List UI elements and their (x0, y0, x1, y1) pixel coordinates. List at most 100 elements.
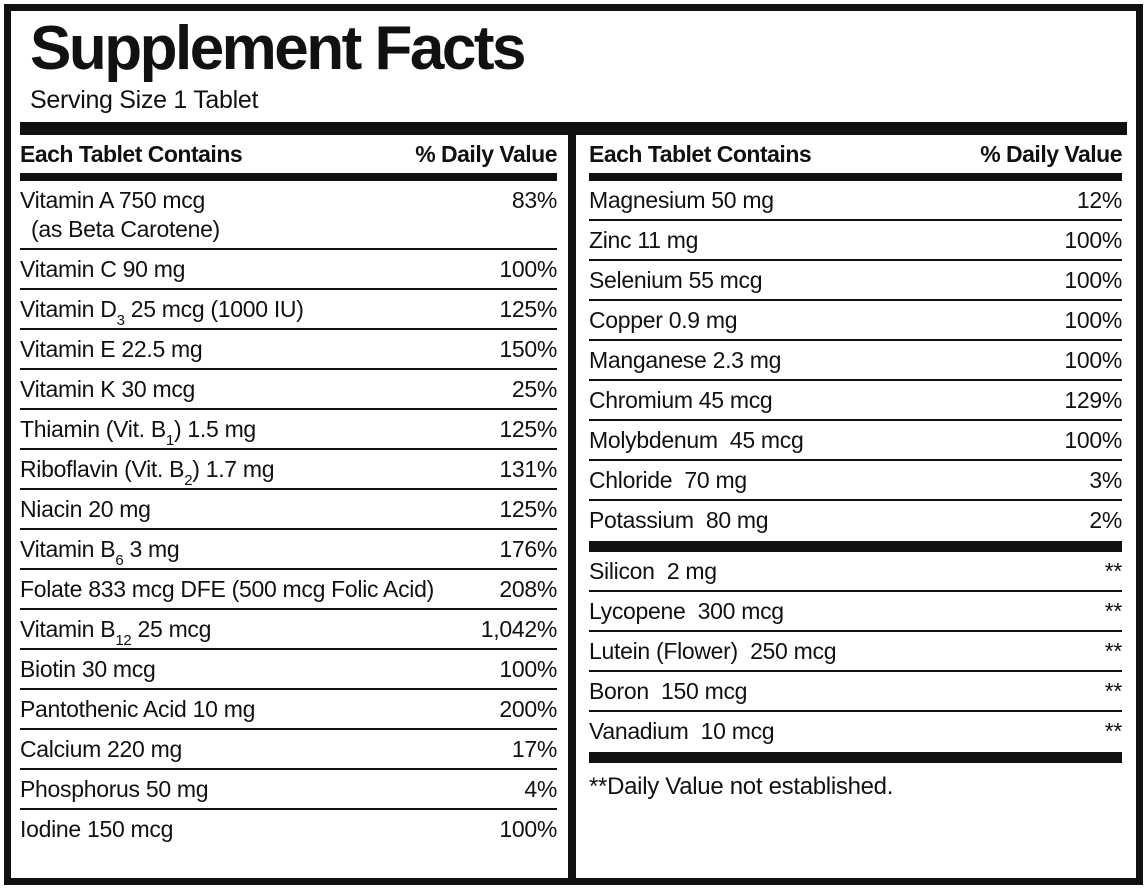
nutrient-name: Vitamin E 22.5 mg (20, 336, 203, 362)
daily-value: 12% (1076, 187, 1122, 213)
table-row: Riboflavin (Vit. B2) 1.7 mg 131% (20, 450, 557, 490)
daily-value: 83% (511, 187, 557, 213)
daily-value: ** (1104, 718, 1123, 744)
table-row: Lycopene 300 mcg ** (589, 592, 1122, 632)
column-header-bar (589, 173, 1122, 181)
daily-value: 4% (524, 776, 557, 802)
nutrient-name: Molybdenum 45 mcg (589, 427, 804, 453)
table-row: Copper 0.9 mg 100% (589, 301, 1122, 341)
table-row: Potassium 80 mg 2% (589, 501, 1122, 541)
nutrient-name: Boron 150 mcg (589, 678, 748, 704)
daily-value: 17% (511, 736, 557, 762)
daily-value: 129% (1064, 387, 1122, 413)
section-divider-bar (589, 541, 1122, 552)
table-row: Phosphorus 50 mg 4% (20, 770, 557, 810)
facts-columns: Each Tablet Contains % Daily Value Vitam… (20, 135, 1127, 878)
contains-header: Each Tablet Contains (589, 141, 812, 167)
nutrient-name: Vitamin D3 25 mcg (1000 IU) (20, 296, 304, 329)
column-header-bar (20, 173, 557, 181)
contains-header: Each Tablet Contains (20, 141, 243, 167)
serving-size-text: Serving Size 1 Tablet (30, 86, 259, 114)
nutrient-name: Iodine 150 mcg (20, 816, 174, 842)
table-row: Thiamin (Vit. B1) 1.5 mg 125% (20, 410, 557, 450)
daily-value: ** (1104, 598, 1123, 624)
nutrient-name: Lycopene 300 mcg (589, 598, 784, 624)
left-column-header: Each Tablet Contains % Daily Value (20, 135, 557, 173)
daily-value: ** (1104, 678, 1123, 704)
nutrient-name: Biotin 30 mcg (20, 656, 156, 682)
table-row: Iodine 150 mcg 100% (20, 810, 557, 850)
daily-value-header: % Daily Value (415, 141, 557, 167)
daily-value: 125% (499, 496, 557, 522)
daily-value: 125% (499, 416, 557, 442)
daily-value: 2% (1089, 507, 1122, 533)
nutrient-name: Folate 833 mcg DFE (500 mcg Folic Acid) (20, 576, 434, 602)
nutrient-name: Silicon 2 mg (589, 558, 717, 584)
right-column-rows: Magnesium 50 mg 12% Zinc 11 mg 100% Selenium… (589, 181, 1122, 763)
daily-value: 200% (499, 696, 557, 722)
daily-value-header: % Daily Value (980, 141, 1122, 167)
table-row: Vitamin B12 25 mcg 1,042% (20, 610, 557, 650)
nutrient-name: Zinc 11 mg (589, 227, 699, 253)
left-column-rows: Vitamin A 750 mcg (as Beta Carotene) 83% Vi… (20, 181, 557, 850)
supplement-facts-label: Supplement Facts Serving Size 1 Tablet E… (4, 4, 1143, 885)
left-column: Each Tablet Contains % Daily Value Vitam… (20, 135, 568, 878)
nutrient-name: Phosphorus 50 mg (20, 776, 209, 802)
table-row: Vitamin B6 3 mg 176% (20, 530, 557, 570)
nutrient-name: Riboflavin (Vit. B2) 1.7 mg (20, 456, 275, 489)
daily-value: 176% (499, 536, 557, 562)
daily-value: 131% (499, 456, 557, 482)
daily-value: 100% (499, 256, 557, 282)
nutrient-name: Thiamin (Vit. B1) 1.5 mg (20, 416, 256, 449)
table-row: Vitamin D3 25 mcg (1000 IU) 125% (20, 290, 557, 330)
daily-value: 100% (499, 656, 557, 682)
section-divider-bar (589, 752, 1122, 763)
table-row: Calcium 220 mg 17% (20, 730, 557, 770)
nutrient-name: Pantothenic Acid 10 mg (20, 696, 256, 722)
right-column-header: Each Tablet Contains % Daily Value (589, 135, 1122, 173)
nutrient-name: Magnesium 50 mg (589, 187, 774, 213)
page-title: Supplement Facts (30, 14, 527, 83)
vertical-divider (568, 135, 576, 878)
table-row: Vanadium 10 mcg ** (589, 712, 1122, 752)
daily-value: 3% (1089, 467, 1122, 493)
daily-value: 25% (511, 376, 557, 402)
table-row: Chromium 45 mcg 129% (589, 381, 1122, 421)
daily-value: 100% (499, 816, 557, 842)
nutrient-name: Niacin 20 mg (20, 496, 151, 522)
nutrient-name-line2: (as Beta Carotene) (31, 216, 220, 242)
daily-value: 1,042% (480, 616, 558, 642)
daily-value: ** (1104, 638, 1123, 664)
label-header: Supplement Facts Serving Size 1 Tablet (11, 11, 1136, 119)
table-row: Zinc 11 mg 100% (589, 221, 1122, 261)
nutrient-name: Vanadium 10 mcg (589, 718, 775, 744)
nutrient-name: Vitamin A 750 mcg (as Beta Carotene) (20, 187, 220, 242)
table-row: Magnesium 50 mg 12% (589, 181, 1122, 221)
right-column: Each Tablet Contains % Daily Value Magne… (576, 135, 1127, 878)
table-row: Vitamin C 90 mg 100% (20, 250, 557, 290)
daily-value: 208% (499, 576, 557, 602)
nutrient-name: Copper 0.9 mg (589, 307, 738, 333)
daily-value: ** (1104, 558, 1123, 584)
table-row: Boron 150 mcg ** (589, 672, 1122, 712)
table-row: Selenium 55 mcg 100% (589, 261, 1122, 301)
nutrient-name: Potassium 80 mg (589, 507, 769, 533)
nutrient-name: Selenium 55 mcg (589, 267, 763, 293)
daily-value-footnote: **Daily Value not established. (589, 773, 894, 800)
table-row: Lutein (Flower) 250 mcg ** (589, 632, 1122, 672)
daily-value: 100% (1064, 227, 1122, 253)
nutrient-name: Chloride 70 mg (589, 467, 747, 493)
header-divider-bar (20, 122, 1127, 135)
nutrient-name: Calcium 220 mg (20, 736, 182, 762)
table-row: Vitamin K 30 mcg 25% (20, 370, 557, 410)
nutrient-name: Chromium 45 mcg (589, 387, 773, 413)
table-row: Molybdenum 45 mcg 100% (589, 421, 1122, 461)
daily-value: 150% (499, 336, 557, 362)
daily-value: 100% (1064, 427, 1122, 453)
table-row: Folate 833 mcg DFE (500 mcg Folic Acid) 2… (20, 570, 557, 610)
nutrient-name: Vitamin C 90 mg (20, 256, 186, 282)
nutrient-name: Manganese 2.3 mg (589, 347, 782, 373)
daily-value: 100% (1064, 347, 1122, 373)
table-row: Vitamin A 750 mcg (as Beta Carotene) 83% (20, 181, 557, 250)
table-row: Manganese 2.3 mg 100% (589, 341, 1122, 381)
